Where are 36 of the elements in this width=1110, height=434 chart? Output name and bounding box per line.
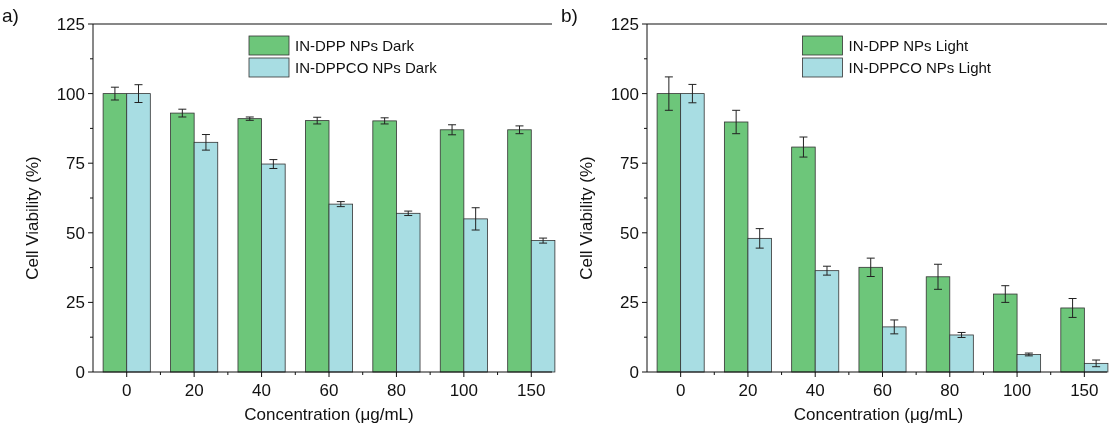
legend-label: IN-DPP NPs Light (848, 37, 970, 55)
legend-label: IN-DPPCO NPs Dark (295, 59, 438, 77)
y-tick-label: 50 (620, 223, 639, 243)
y-tick-label: 0 (75, 362, 85, 382)
chart-title: b) (561, 5, 578, 26)
x-axis-title: Concentration (μg/mL) (793, 405, 964, 424)
y-tick-label: 75 (66, 154, 85, 174)
x-tick-label: 100 (449, 381, 479, 400)
x-tick-label: 20 (184, 381, 204, 400)
y-tick-label: 100 (610, 84, 639, 104)
x-axis-title: Concentration (μg/mL) (244, 405, 414, 424)
y-axis-title: Cell Viability (%) (23, 156, 42, 280)
x-tick-label: 20 (738, 381, 758, 400)
legend-label: IN-DPP NPs Dark (295, 37, 415, 55)
y-tick-label: 75 (620, 154, 639, 174)
y-tick-label: 125 (56, 14, 85, 34)
y-tick-label: 25 (66, 293, 85, 313)
chart-title: a) (2, 5, 19, 26)
y-tick-label: 125 (610, 14, 639, 34)
x-tick-label: 40 (252, 381, 272, 400)
x-tick-label: 150 (1070, 381, 1099, 400)
y-tick-label: 25 (620, 293, 639, 313)
x-tick-label: 0 (675, 381, 686, 400)
x-tick-label: 60 (873, 381, 892, 400)
x-tick-label: 60 (319, 381, 339, 400)
x-tick-label: 100 (1002, 381, 1032, 400)
y-tick-label: 50 (66, 223, 85, 243)
x-tick-label: 150 (517, 381, 546, 400)
y-axis-title: Cell Viability (%) (577, 156, 596, 280)
x-tick-label: 0 (121, 381, 132, 400)
x-tick-label: 40 (805, 381, 825, 400)
legend-label: IN-DPPCO NPs Light (848, 59, 992, 77)
x-tick-label: 80 (386, 381, 406, 400)
y-tick-label: 0 (629, 362, 639, 382)
x-tick-label: 80 (940, 381, 960, 400)
y-tick-label: 100 (56, 84, 85, 104)
